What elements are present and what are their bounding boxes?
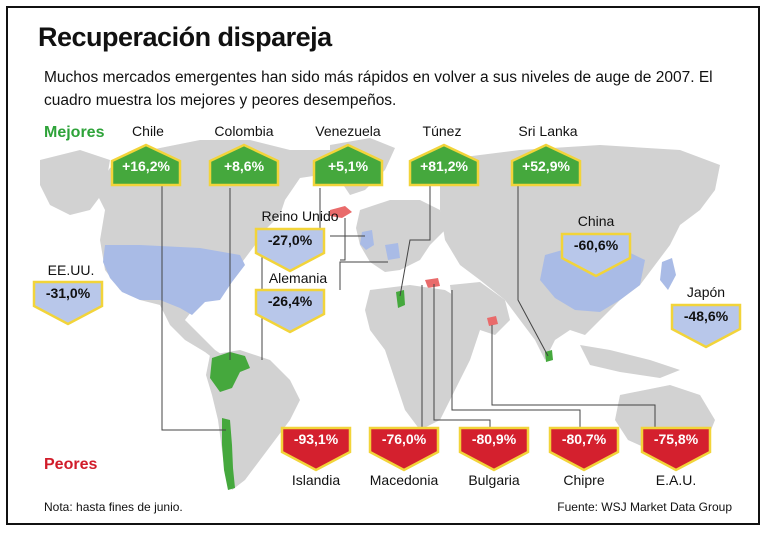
se-asia-landmass xyxy=(580,345,680,378)
country-label-srilanka: Sri Lanka xyxy=(518,123,578,139)
venezuela-colombia-landmass xyxy=(210,352,250,392)
badge-value-eeuu: -31,0% xyxy=(45,285,91,301)
badge-chile: +16,2% xyxy=(110,143,182,187)
badge-eau: -75,8% xyxy=(640,426,712,472)
country-label-japon: Japón xyxy=(686,284,726,300)
badge-reino-unido: -27,0% xyxy=(254,227,326,273)
germany-landmass xyxy=(385,243,400,260)
country-label-alemania: Alemania xyxy=(268,270,328,286)
leader-line-islandia xyxy=(340,218,346,261)
badge-value-venezuela: +5,1% xyxy=(327,158,369,174)
page-subtitle: Muchos mercados emergentes han sido más … xyxy=(44,69,713,109)
leader-line-chipre xyxy=(451,290,581,440)
japan-landmass xyxy=(660,258,676,290)
badge-value-colombia: +8,6% xyxy=(223,158,265,174)
badge-alemania: -26,4% xyxy=(254,288,326,334)
footnote: Nota: hasta fines de junio. xyxy=(44,500,183,514)
badge-value-china: -60,6% xyxy=(573,237,619,253)
leader-line-alemania xyxy=(339,261,388,290)
best-section-label: Mejores xyxy=(44,124,105,141)
chile-landmass xyxy=(222,418,235,490)
worst-section-label: Peores xyxy=(44,456,98,473)
badge-tunez: +81,2% xyxy=(408,143,480,187)
badge-eeuu: -31,0% xyxy=(32,280,104,326)
sri-lanka-landmass xyxy=(545,350,553,362)
badge-value-srilanka: +52,9% xyxy=(522,158,570,174)
iceland-landmass xyxy=(330,206,352,218)
badge-macedonia: -76,0% xyxy=(368,426,440,472)
balkans-landmass xyxy=(425,278,440,288)
badge-value-chile: +16,2% xyxy=(122,158,170,174)
country-label-islandia: Islandia xyxy=(291,472,341,488)
badge-value-macedonia: -76,0% xyxy=(381,431,427,447)
badge-islandia: -93,1% xyxy=(280,426,352,472)
leader-line-eau xyxy=(491,325,656,440)
badge-value-japon: -48,6% xyxy=(683,308,729,324)
alaska-landmass xyxy=(40,150,110,215)
badge-value-chipre: -80,7% xyxy=(561,431,607,447)
country-label-eeuu: EE.UU. xyxy=(47,262,95,278)
country-label-bulgaria: Bulgaria xyxy=(468,472,520,488)
source-credit: Fuente: WSJ Market Data Group xyxy=(557,500,732,514)
badge-bulgaria: -80,9% xyxy=(458,426,530,472)
leader-line-tunez xyxy=(399,186,431,297)
tunisia-landmass xyxy=(396,290,405,308)
badge-value-alemania: -26,4% xyxy=(267,293,313,309)
badge-value-tunez: +81,2% xyxy=(420,158,468,174)
country-label-chile: Chile xyxy=(132,123,164,139)
badge-value-islandia: -93,1% xyxy=(293,431,339,447)
country-label-eau: E.A.U. xyxy=(655,472,697,488)
country-label-venezuela: Venezuela xyxy=(315,123,381,139)
europe-landmass xyxy=(356,200,445,272)
uae-landmass xyxy=(487,316,498,326)
country-label-tunez: Túnez xyxy=(422,123,462,139)
country-label-china: China xyxy=(577,213,615,229)
usa-landmass xyxy=(103,245,245,315)
leader-line-srilanka xyxy=(517,186,549,357)
badge-srilanka: +52,9% xyxy=(510,143,582,187)
leader-line-chile xyxy=(161,186,226,431)
badge-china: -60,6% xyxy=(560,232,632,278)
country-label-reino-unido: Reino Unido xyxy=(261,208,339,224)
badge-value-eau: -75,8% xyxy=(653,431,699,447)
badge-chipre: -80,7% xyxy=(548,426,620,472)
country-label-chipre: Chipre xyxy=(563,472,605,488)
badge-value-bulgaria: -80,9% xyxy=(471,431,517,447)
badge-value-reino-unido: -27,0% xyxy=(267,232,313,248)
country-label-macedonia: Macedonia xyxy=(369,472,439,488)
country-label-colombia: Colombia xyxy=(214,123,274,139)
page-title: Recuperación dispareja xyxy=(38,22,332,52)
uk-landmass xyxy=(360,230,374,250)
badge-colombia: +8,6% xyxy=(208,143,280,187)
badge-japon: -48,6% xyxy=(670,303,742,349)
badge-venezuela: +5,1% xyxy=(312,143,384,187)
